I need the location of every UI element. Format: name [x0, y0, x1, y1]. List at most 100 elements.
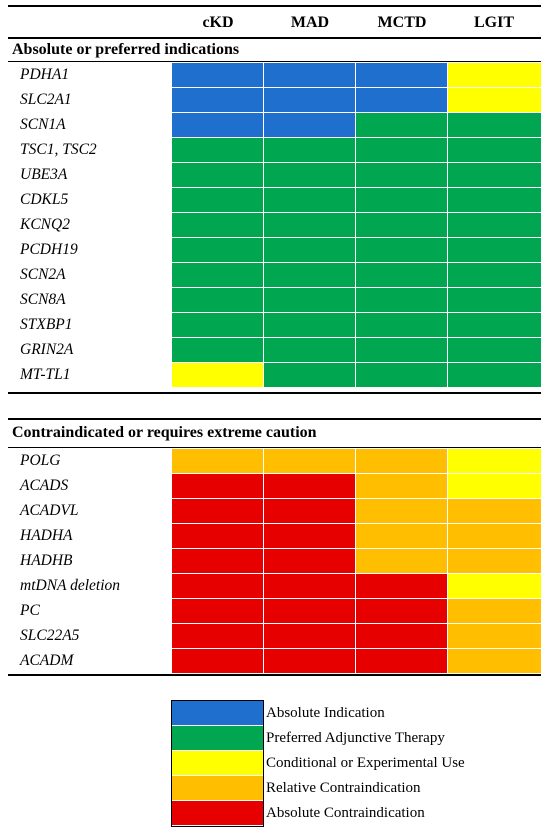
- cell-orange: [448, 499, 541, 523]
- section-title-contraindications: Contraindicated or requires extreme caut…: [12, 424, 317, 441]
- legend-label: Relative Contraindication: [266, 780, 421, 796]
- cell-yellow: [172, 363, 263, 387]
- cell-red: [356, 574, 447, 598]
- cell-red: [264, 549, 355, 573]
- cell-green: [264, 163, 355, 187]
- table-row: GRIN2A: [8, 338, 541, 363]
- cell-yellow: [448, 88, 541, 112]
- cell-yellow: [448, 449, 541, 473]
- gene-label: SCN8A: [20, 291, 66, 308]
- table-row: CDKL5: [8, 188, 541, 213]
- cell-green: [172, 138, 263, 162]
- section-end-border: [8, 392, 541, 394]
- cell-orange: [448, 524, 541, 548]
- column-header-lgit: LGIT: [473, 14, 514, 31]
- table-row: ACADS: [8, 474, 541, 499]
- table-row: STXBP1: [8, 313, 541, 338]
- section-title-indications: Absolute or preferred indications: [12, 41, 240, 58]
- section-start-border: [8, 418, 541, 420]
- cell-green: [356, 313, 447, 337]
- legend-swatch: [172, 701, 263, 725]
- table-row: UBE3A: [8, 163, 541, 188]
- table-row: PDHA1: [8, 63, 541, 88]
- cell-blue: [264, 63, 355, 87]
- cell-green: [264, 188, 355, 212]
- gene-label: SLC2A1: [20, 91, 72, 108]
- table-row: KCNQ2: [8, 213, 541, 238]
- gene-label: POLG: [20, 452, 61, 469]
- gene-label: ACADVL: [20, 502, 79, 519]
- cell-green: [448, 238, 541, 262]
- cell-orange: [356, 549, 447, 573]
- cell-orange: [448, 549, 541, 573]
- cell-blue: [264, 113, 355, 137]
- cell-green: [264, 313, 355, 337]
- legend-border: [171, 700, 264, 827]
- cell-orange: [356, 474, 447, 498]
- legend-label: Absolute Indication: [266, 705, 385, 721]
- legend-swatch: [172, 776, 263, 800]
- gene-label: HADHA: [20, 527, 73, 544]
- gene-label: mtDNA deletion: [20, 577, 121, 594]
- cell-green: [356, 238, 447, 262]
- table-row: PCDH19: [8, 238, 541, 263]
- table-row: mtDNA deletion: [8, 574, 541, 599]
- cell-orange: [448, 599, 541, 623]
- table-row: MT-TL1: [8, 363, 541, 388]
- cell-green: [356, 263, 447, 287]
- cell-green: [264, 138, 355, 162]
- cell-yellow: [448, 574, 541, 598]
- column-header-mctd: MCTD: [377, 14, 427, 31]
- table-row: SCN2A: [8, 263, 541, 288]
- cell-yellow: [448, 63, 541, 87]
- cell-red: [264, 624, 355, 648]
- gene-label: SCN2A: [20, 266, 66, 283]
- cell-green: [172, 288, 263, 312]
- cell-red: [356, 599, 447, 623]
- cell-red: [172, 499, 263, 523]
- legend-label: Absolute Contraindication: [266, 805, 425, 821]
- cell-orange: [172, 449, 263, 473]
- cell-green: [356, 338, 447, 362]
- cell-blue: [356, 88, 447, 112]
- cell-yellow: [448, 474, 541, 498]
- section-divider: [8, 447, 541, 448]
- cell-blue: [172, 113, 263, 137]
- cell-blue: [172, 88, 263, 112]
- section-divider: [8, 61, 541, 62]
- cell-red: [172, 474, 263, 498]
- table-row: ACADVL: [8, 499, 541, 524]
- cell-green: [356, 188, 447, 212]
- cell-green: [264, 238, 355, 262]
- gene-label: CDKL5: [20, 191, 69, 208]
- legend-label: Conditional or Experimental Use: [266, 755, 465, 771]
- legend-label: Preferred Adjunctive Therapy: [266, 730, 445, 746]
- cell-red: [172, 649, 263, 673]
- table-row: HADHB: [8, 549, 541, 574]
- cell-green: [356, 113, 447, 137]
- legend-swatch: [172, 726, 263, 750]
- gene-label: ACADS: [20, 477, 69, 494]
- cell-green: [356, 288, 447, 312]
- cell-red: [264, 649, 355, 673]
- gene-label: ACADM: [20, 652, 74, 669]
- header-divider: [8, 37, 541, 39]
- bottom-border: [8, 674, 541, 676]
- gene-label: KCNQ2: [20, 216, 70, 233]
- cell-red: [172, 599, 263, 623]
- cell-green: [356, 138, 447, 162]
- cell-red: [172, 549, 263, 573]
- cell-blue: [264, 88, 355, 112]
- cell-green: [448, 313, 541, 337]
- table-row: SCN1A: [8, 113, 541, 138]
- cell-green: [356, 213, 447, 237]
- cell-green: [448, 338, 541, 362]
- cell-green: [356, 163, 447, 187]
- cell-green: [448, 288, 541, 312]
- cell-green: [264, 363, 355, 387]
- gene-label: STXBP1: [20, 316, 73, 333]
- cell-green: [172, 213, 263, 237]
- cell-green: [172, 263, 263, 287]
- gene-label: PDHA1: [20, 66, 70, 83]
- cell-green: [448, 213, 541, 237]
